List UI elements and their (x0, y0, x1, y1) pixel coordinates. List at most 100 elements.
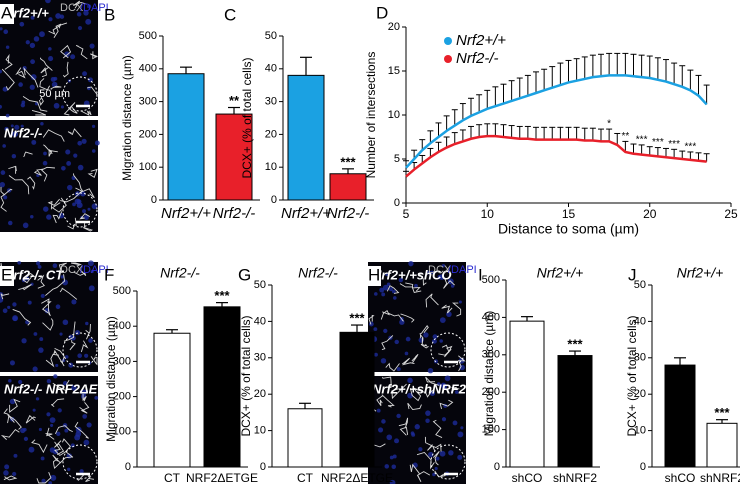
neuron (79, 213, 91, 220)
nucleus (40, 121, 44, 126)
neuron (381, 335, 394, 350)
micrograph (0, 120, 98, 232)
neuron (441, 304, 453, 314)
neuron (60, 187, 83, 203)
nucleus (446, 311, 452, 318)
neuron (18, 284, 32, 291)
nucleus (376, 408, 381, 413)
neuron (72, 173, 84, 192)
nucleus (430, 270, 434, 274)
neuron (8, 165, 17, 174)
y-tick-label: 0 (394, 197, 400, 209)
nucleus (3, 470, 9, 476)
nucleus (80, 389, 87, 396)
nucleus (88, 285, 95, 292)
nucleus (394, 438, 400, 444)
nucleus (25, 40, 30, 45)
nucleus (17, 260, 21, 265)
nucleus (9, 360, 15, 366)
y-tick-label: 300 (482, 349, 500, 361)
y-tick-label: 0 (260, 461, 266, 473)
nucleus (94, 140, 100, 146)
panel-label: H (368, 265, 380, 284)
neuron (22, 272, 37, 284)
y-tick-label: 500 (139, 30, 157, 42)
neuron (44, 427, 55, 440)
nucleus (80, 191, 86, 197)
nucleus (439, 317, 446, 324)
neuron (409, 463, 421, 475)
bar (153, 332, 191, 468)
bar (339, 331, 375, 468)
neuron (9, 398, 21, 413)
nucleus (389, 455, 394, 460)
x-tick-label: NRF2ΔETGE (321, 471, 393, 484)
y-axis-title: Migration distance (µm) (104, 316, 118, 442)
nucleus (85, 18, 92, 25)
neuron (73, 269, 87, 277)
neuron (400, 313, 415, 323)
y-tick-label: 50 (634, 279, 646, 291)
nucleus (48, 17, 53, 22)
neuron (67, 128, 82, 138)
neuron (80, 340, 89, 353)
nucleus (14, 124, 20, 130)
nucleus (388, 287, 394, 292)
nucleus (59, 332, 63, 336)
y-tick-label: 30 (634, 352, 646, 364)
nucleus (65, 149, 71, 155)
neuron (31, 109, 47, 116)
nucleus (380, 358, 387, 364)
y-tick-label: 100 (139, 161, 157, 173)
nucleus (5, 45, 10, 49)
neuron (23, 66, 39, 88)
significance: ** (621, 131, 629, 142)
nucleus (46, 214, 52, 220)
stain-label: /DAPI (448, 264, 477, 276)
neuron (63, 61, 69, 78)
y-tick-label: 200 (482, 386, 500, 398)
nucleus (48, 47, 52, 51)
nucleus (30, 74, 37, 80)
nucleus (67, 467, 71, 471)
neuron (31, 439, 48, 454)
nucleus (38, 427, 42, 432)
y-tick-label: 100 (482, 424, 500, 436)
y-axis-title: Number of intersections (364, 52, 378, 179)
neuron (67, 105, 78, 114)
neuron (59, 287, 78, 300)
nucleus (425, 418, 430, 423)
y-axis-title: DCX+ (% of total cells) (239, 315, 253, 436)
neuron (12, 309, 32, 326)
nucleus (48, 481, 53, 484)
neuron (380, 310, 390, 320)
nucleus (414, 424, 420, 430)
y-tick-label: 400 (113, 320, 131, 332)
dentate-outline (62, 76, 98, 112)
nucleus (33, 332, 38, 336)
nucleus (432, 334, 438, 340)
nucleus (64, 355, 69, 359)
nucleus (10, 124, 14, 128)
significance: *** (349, 310, 365, 325)
neuron (87, 168, 98, 178)
dentate-outline (62, 192, 98, 228)
neuron (401, 357, 415, 366)
nucleus (435, 456, 440, 461)
neuron (37, 274, 45, 289)
nucleus (22, 66, 27, 71)
significance: *** (714, 405, 730, 420)
neuron (52, 211, 63, 224)
nucleus (437, 274, 442, 280)
nucleus (71, 385, 77, 391)
x-tick-label: shCO (665, 471, 696, 484)
neuron (67, 217, 77, 230)
nucleus (427, 270, 432, 275)
nucleus (9, 398, 16, 405)
nucleus (423, 332, 429, 338)
series-line (405, 74, 708, 169)
nucleus (432, 472, 436, 477)
nucleus (7, 305, 11, 309)
nucleus (77, 353, 82, 359)
